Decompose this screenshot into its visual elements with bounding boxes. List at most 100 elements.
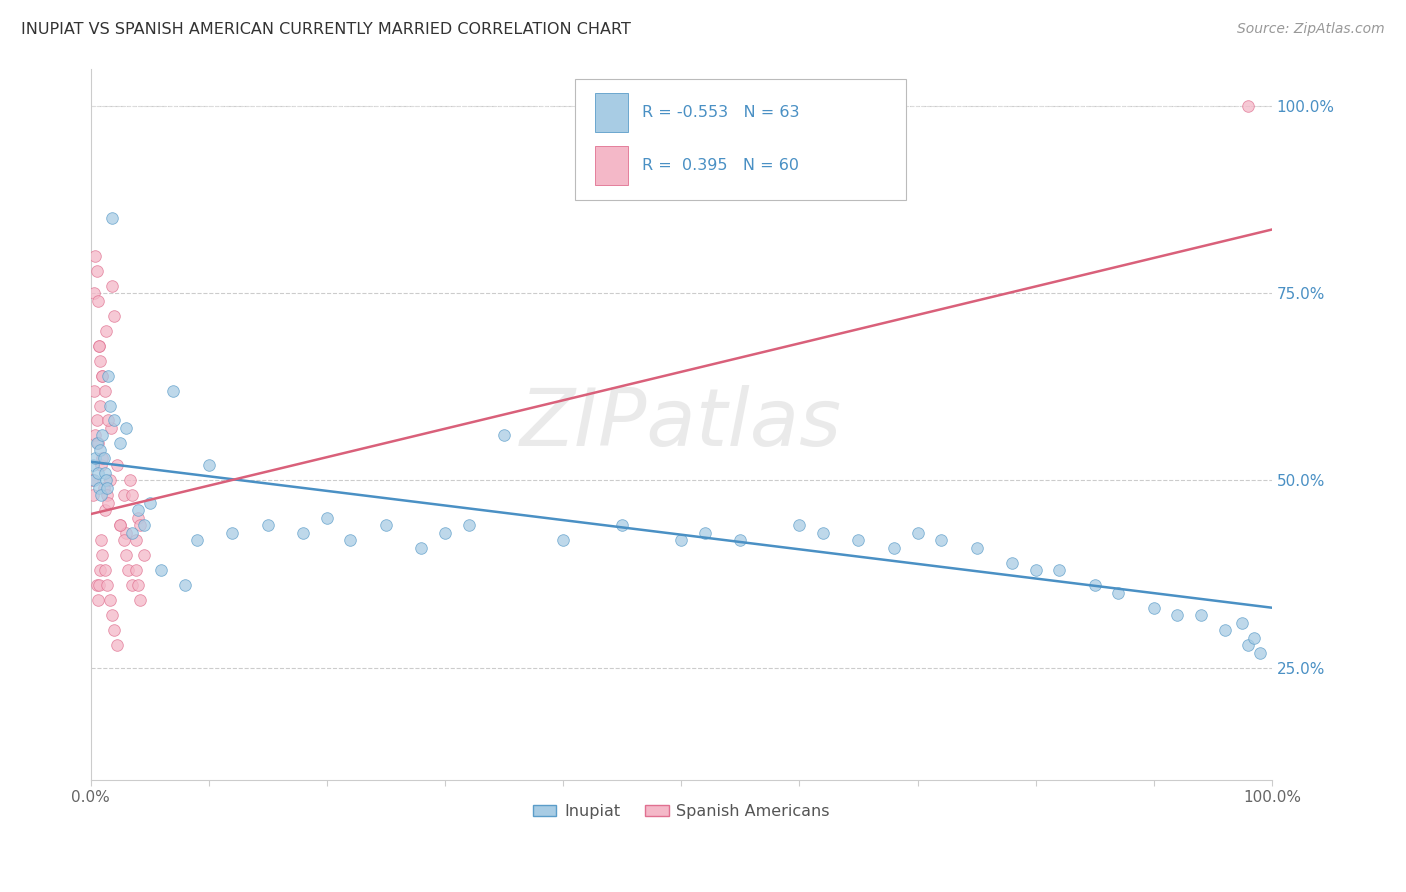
FancyBboxPatch shape bbox=[595, 93, 628, 132]
Point bbox=[1213, 623, 1236, 637]
Point bbox=[108, 518, 131, 533]
Point bbox=[129, 593, 152, 607]
Point bbox=[1143, 600, 1166, 615]
Point bbox=[118, 474, 141, 488]
Point bbox=[90, 533, 112, 548]
Point bbox=[90, 488, 112, 502]
Point bbox=[83, 384, 105, 398]
Point bbox=[121, 488, 143, 502]
Point bbox=[101, 278, 124, 293]
Point bbox=[83, 474, 105, 488]
Point bbox=[671, 533, 693, 548]
Point bbox=[94, 384, 117, 398]
Point bbox=[87, 338, 110, 352]
Point bbox=[374, 518, 396, 533]
Point bbox=[86, 413, 108, 427]
Point bbox=[929, 533, 952, 548]
Point bbox=[1084, 578, 1107, 592]
Point bbox=[186, 533, 208, 548]
Point bbox=[91, 368, 114, 383]
Point bbox=[100, 421, 122, 435]
Point bbox=[1001, 556, 1024, 570]
Point bbox=[339, 533, 361, 548]
Point bbox=[83, 286, 105, 301]
Point bbox=[103, 623, 125, 637]
Point bbox=[86, 466, 108, 480]
Point bbox=[94, 503, 117, 517]
Point bbox=[811, 525, 834, 540]
Point bbox=[96, 481, 118, 495]
Point bbox=[129, 518, 152, 533]
Point bbox=[789, 518, 811, 533]
Point bbox=[1243, 631, 1265, 645]
Point bbox=[121, 525, 143, 540]
Point bbox=[86, 436, 108, 450]
Point bbox=[108, 436, 131, 450]
Point bbox=[315, 511, 337, 525]
Point bbox=[93, 450, 115, 465]
Point bbox=[162, 384, 184, 398]
Point bbox=[94, 563, 117, 577]
Point bbox=[1047, 563, 1070, 577]
Point bbox=[1166, 608, 1188, 623]
Point bbox=[91, 368, 114, 383]
Point bbox=[1249, 646, 1271, 660]
Point bbox=[97, 368, 120, 383]
Point bbox=[124, 563, 146, 577]
Point bbox=[883, 541, 905, 555]
Point bbox=[112, 533, 135, 548]
Point bbox=[103, 413, 125, 427]
Point bbox=[1025, 563, 1047, 577]
Text: ZIPatlas: ZIPatlas bbox=[520, 385, 842, 463]
Point bbox=[86, 263, 108, 277]
Point bbox=[612, 518, 634, 533]
Point bbox=[1232, 615, 1254, 630]
Point bbox=[98, 399, 121, 413]
Point bbox=[1237, 99, 1260, 113]
Point bbox=[93, 481, 115, 495]
Point bbox=[693, 525, 716, 540]
Point bbox=[127, 503, 149, 517]
Text: R =  0.395   N = 60: R = 0.395 N = 60 bbox=[643, 158, 799, 173]
Point bbox=[221, 525, 243, 540]
Point bbox=[98, 593, 121, 607]
Text: INUPIAT VS SPANISH AMERICAN CURRENTLY MARRIED CORRELATION CHART: INUPIAT VS SPANISH AMERICAN CURRENTLY MA… bbox=[21, 22, 631, 37]
Point bbox=[91, 450, 114, 465]
Point bbox=[124, 533, 146, 548]
Point bbox=[84, 428, 107, 442]
Point bbox=[966, 541, 988, 555]
Point bbox=[132, 518, 155, 533]
Point bbox=[89, 443, 111, 458]
Point bbox=[89, 353, 111, 368]
Point bbox=[91, 549, 114, 563]
Point bbox=[127, 511, 149, 525]
Point bbox=[82, 458, 104, 473]
Point bbox=[91, 428, 114, 442]
Point bbox=[553, 533, 575, 548]
Point bbox=[98, 474, 121, 488]
Point bbox=[907, 525, 929, 540]
Point bbox=[115, 549, 138, 563]
Point bbox=[94, 466, 117, 480]
Point bbox=[108, 518, 131, 533]
Point bbox=[115, 421, 138, 435]
Point bbox=[89, 399, 111, 413]
Point bbox=[94, 474, 117, 488]
Point bbox=[256, 518, 278, 533]
Point bbox=[84, 249, 107, 263]
Point bbox=[101, 211, 124, 226]
Point bbox=[97, 496, 120, 510]
Point bbox=[86, 436, 108, 450]
Point bbox=[174, 578, 197, 592]
Point bbox=[1189, 608, 1212, 623]
Point bbox=[89, 563, 111, 577]
Text: Source: ZipAtlas.com: Source: ZipAtlas.com bbox=[1237, 22, 1385, 37]
Point bbox=[1107, 585, 1129, 599]
Point bbox=[730, 533, 752, 548]
Legend: Inupiat, Spanish Americans: Inupiat, Spanish Americans bbox=[526, 797, 837, 825]
Point bbox=[87, 481, 110, 495]
Point bbox=[105, 458, 128, 473]
Point bbox=[105, 638, 128, 652]
Text: R = -0.553   N = 63: R = -0.553 N = 63 bbox=[643, 104, 800, 120]
Point bbox=[132, 549, 155, 563]
